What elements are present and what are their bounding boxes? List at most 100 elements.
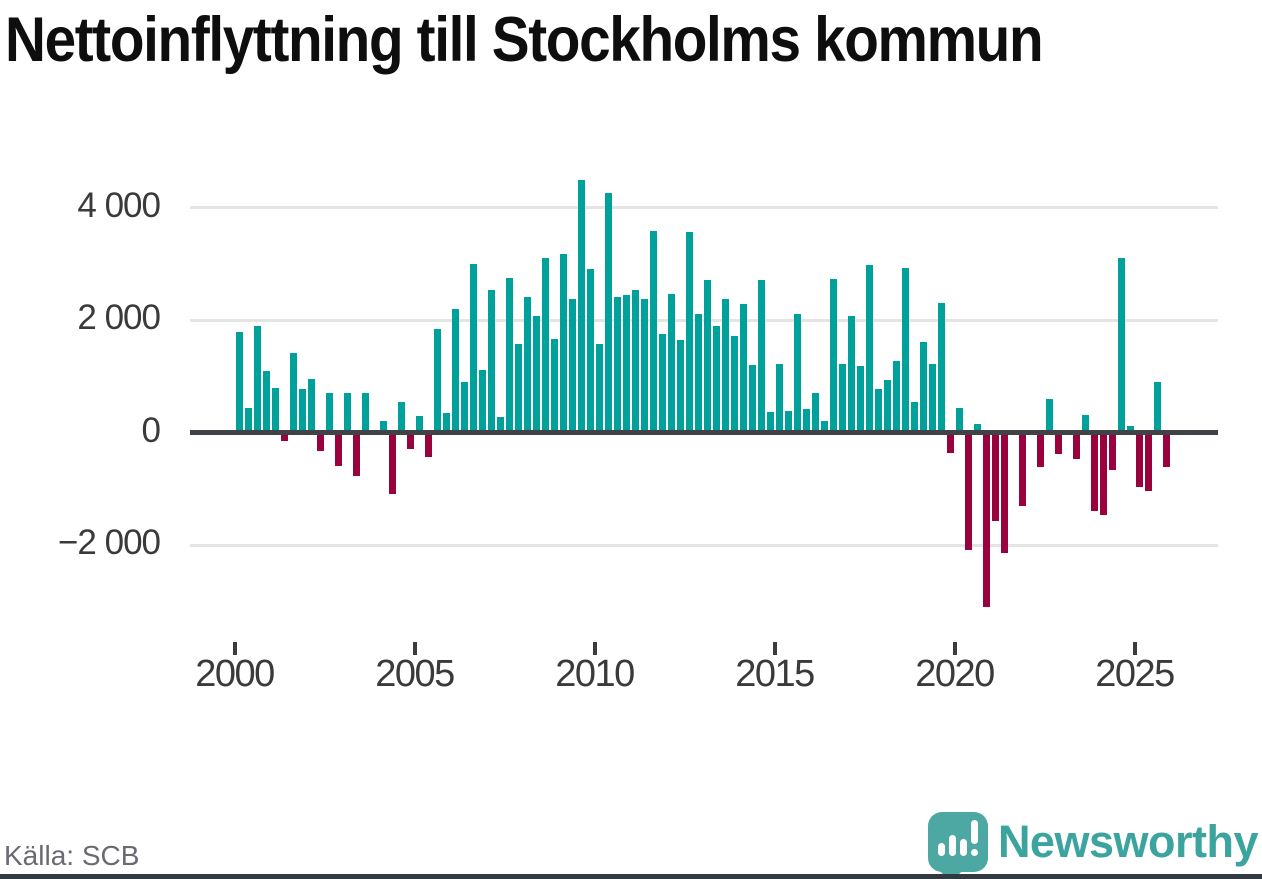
bar-2012Q2	[676, 340, 684, 433]
bar-2015Q1	[775, 363, 783, 433]
logo-exclamation-icon	[970, 820, 978, 844]
bar-2022Q2	[1036, 432, 1044, 467]
bar-2014Q1	[739, 304, 747, 433]
x-axis-label-2000: 2000	[195, 653, 275, 695]
bar-2009Q2	[568, 298, 576, 433]
bar-2007Q2	[496, 416, 504, 433]
bar-2022Q3	[1045, 399, 1053, 433]
bar-2017Q1	[847, 316, 855, 433]
bar-2020Q4	[982, 432, 990, 607]
zero-axis-line	[190, 430, 1218, 435]
bar-2000Q4	[262, 370, 270, 433]
bar-2006Q2	[460, 382, 468, 433]
bar-2015Q3	[793, 314, 801, 433]
source-note: Källa: SCB	[4, 840, 140, 871]
bar-2006Q4	[478, 370, 486, 433]
bar-2016Q4	[838, 363, 846, 433]
bar-2002Q4	[334, 432, 342, 467]
x-tick-2010	[592, 642, 597, 655]
bar-2007Q1	[487, 290, 495, 433]
bar-2015Q4	[802, 409, 810, 433]
bar-2022Q4	[1054, 432, 1062, 454]
bar-2019Q1	[919, 341, 927, 433]
bar-2009Q1	[559, 253, 567, 433]
bar-2020Q1	[955, 407, 963, 433]
bottom-edge-strip	[0, 874, 1262, 879]
bar-2013Q3	[721, 299, 729, 433]
gridline--2000	[190, 543, 1218, 547]
bar-2018Q1	[883, 380, 891, 433]
bar-2012Q1	[667, 294, 675, 433]
bar-2005Q4	[442, 413, 450, 433]
bar-2003Q1	[343, 393, 351, 433]
bar-2014Q4	[766, 411, 774, 433]
bar-2007Q4	[514, 344, 522, 433]
logo-chart-bar-icon	[948, 835, 956, 856]
x-tick-2025	[1132, 642, 1137, 655]
bar-2003Q2	[352, 432, 360, 476]
y-axis-label-0: 0	[141, 410, 161, 450]
page-title: Nettoinflyttning till Stockholms kommun	[5, 5, 1044, 75]
bar-2002Q1	[307, 378, 315, 433]
bar-2025Q3	[1153, 382, 1161, 433]
bar-2004Q3	[397, 402, 405, 433]
bar-2011Q3	[649, 230, 657, 433]
bar-2023Q3	[1081, 415, 1089, 433]
bar-2010Q2	[604, 193, 612, 433]
bar-2004Q1	[379, 420, 387, 433]
bar-2018Q3	[901, 268, 909, 433]
bar-2013Q4	[730, 335, 738, 433]
bar-2001Q2	[280, 432, 288, 441]
bar-2000Q1	[235, 331, 243, 433]
bar-2011Q1	[631, 289, 639, 433]
bar-2021Q1	[991, 432, 999, 522]
bar-2001Q4	[298, 388, 306, 433]
bar-2009Q3	[577, 179, 585, 433]
gridline-4000	[190, 206, 1218, 209]
x-axis-label-2010: 2010	[555, 653, 635, 695]
x-tick-2000	[232, 642, 237, 655]
newsworthy-wordmark: Newsworthy	[997, 816, 1259, 867]
bar-2004Q4	[406, 432, 414, 450]
bar-2012Q3	[685, 231, 693, 433]
bar-2010Q1	[595, 344, 603, 433]
bar-2023Q2	[1072, 432, 1080, 459]
x-axis-label-2015: 2015	[735, 653, 815, 695]
newsworthy-branding: Newsworthy	[927, 808, 1259, 879]
bar-2005Q2	[424, 432, 432, 458]
bar-2008Q3	[541, 258, 549, 433]
x-axis-label-2025: 2025	[1095, 653, 1175, 695]
y-axis-label--2000: −2 000	[57, 523, 161, 562]
bar-2016Q3	[829, 278, 837, 433]
bar-2014Q3	[757, 280, 765, 433]
bar-2006Q1	[451, 308, 459, 433]
bar-2017Q3	[865, 265, 873, 433]
bar-2019Q2	[928, 363, 936, 433]
bar-2009Q4	[586, 269, 594, 433]
x-axis-label-2020: 2020	[915, 653, 995, 695]
bar-2025Q2	[1144, 432, 1152, 491]
bar-2013Q1	[703, 280, 711, 433]
bar-2008Q2	[532, 316, 540, 433]
x-axis-label-2005: 2005	[375, 653, 455, 695]
bar-2024Q3	[1117, 258, 1125, 433]
y-axis-label-2000: 2 000	[77, 298, 161, 337]
bar-2000Q3	[253, 325, 261, 433]
bar-2023Q4	[1090, 432, 1098, 511]
x-tick-2020	[952, 642, 957, 655]
bar-2021Q4	[1018, 432, 1026, 507]
logo-chart-bar-icon	[959, 839, 967, 856]
bar-2018Q2	[892, 360, 900, 433]
bar-2025Q4	[1162, 432, 1170, 467]
logo-exclamation-dot	[970, 849, 978, 856]
bar-2025Q1	[1135, 432, 1143, 488]
bar-2006Q3	[469, 263, 477, 433]
bar-2008Q1	[523, 296, 531, 433]
bar-2005Q1	[415, 415, 423, 433]
x-tick-2015	[772, 642, 777, 655]
bar-2010Q3	[613, 296, 621, 433]
bar-2002Q2	[316, 432, 324, 452]
bar-2017Q4	[874, 389, 882, 433]
bar-2013Q2	[712, 326, 720, 433]
